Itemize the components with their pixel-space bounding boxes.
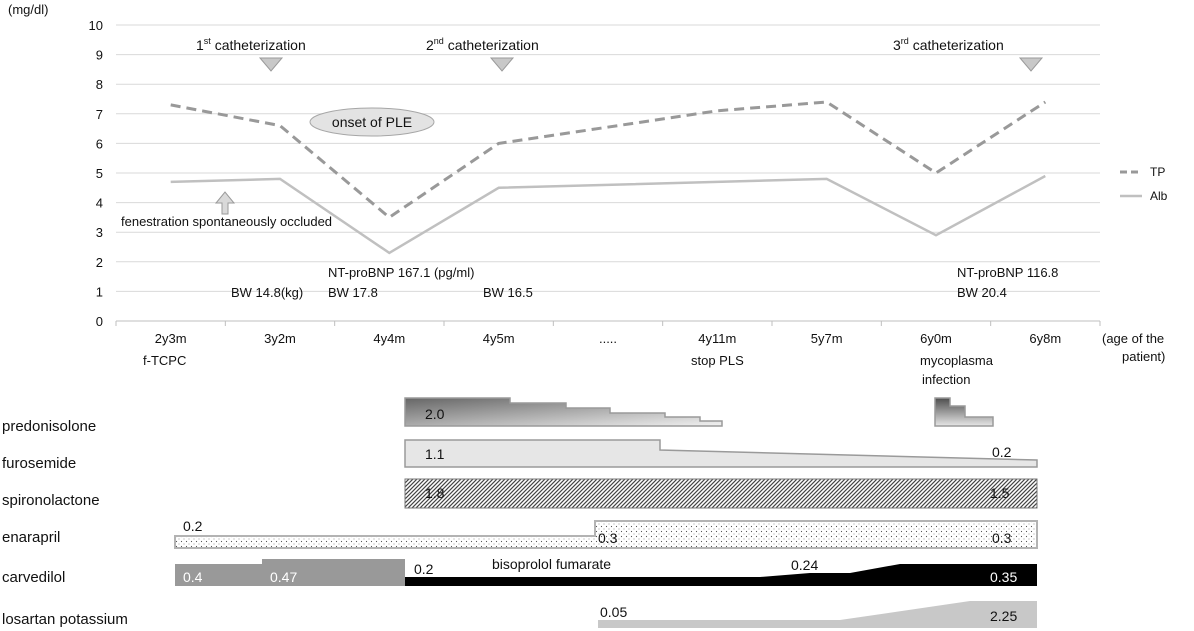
- catheterization-marker-3-icon: [1018, 57, 1044, 72]
- x-tick-label: 4y11m: [698, 331, 736, 346]
- spironolactone-start-value: 1.8: [425, 485, 445, 501]
- event-label-2: 2nd catheterization: [426, 36, 539, 53]
- drug-label-carvedilol: carvedilol: [2, 569, 65, 586]
- y-axis-ticks: 0 1 2 3 4 5 6 7 8 9 10: [89, 18, 103, 329]
- event-label-1: 1st catheterization: [196, 36, 306, 53]
- losartan-start-value: 0.05: [600, 604, 627, 620]
- bisoprolol-end-value: 0.35: [990, 569, 1017, 585]
- stop-pls-label: stop PLS: [691, 353, 744, 368]
- bw-annotation-4: BW 20.4: [957, 285, 1007, 300]
- x-tick-label: 6y8m: [1029, 331, 1061, 346]
- ftcpc-label: f-TCPC: [143, 353, 186, 368]
- x-tick-label: 4y4m: [373, 331, 405, 346]
- legend-label-alb: Alb: [1150, 189, 1168, 203]
- y-tick-label: 7: [96, 107, 103, 122]
- carvedilol-value-1: 0.4: [183, 569, 203, 585]
- y-tick-label: 5: [96, 166, 103, 181]
- drug-label-enarapril: enarapril: [2, 529, 60, 546]
- x-tick-label: 2y3m: [155, 331, 187, 346]
- spironolactone-end-value: 1.5: [990, 485, 1010, 501]
- carvedilol-value-2: 0.47: [270, 569, 297, 585]
- drug-label-spironolactone: spironolactone: [2, 492, 100, 509]
- x-axis-title-line1: (age of the: [1102, 331, 1164, 346]
- x-tick-label: 5y7m: [811, 331, 843, 346]
- catheterization-marker-2-icon: [489, 57, 515, 72]
- ntprobnp-annotation-2: NT-proBNP 116.8: [957, 265, 1058, 280]
- x-axis-title-line2: patient): [1122, 349, 1165, 364]
- x-tick-label: 6y0m: [920, 331, 952, 346]
- series-line-tp: [170, 100, 1047, 220]
- enarapril-bar: [174, 520, 1038, 549]
- furosemide-end-value: 0.2: [992, 444, 1012, 460]
- carvedilol-bar: [175, 559, 405, 586]
- predonisolone-start-value: 2.0: [425, 406, 445, 422]
- x-tick-label: 3y2m: [264, 331, 296, 346]
- bw-annotation-1: BW 14.8(kg): [231, 285, 303, 300]
- enarapril-end-value: 0.3: [992, 530, 1012, 546]
- ple-ellipse: [309, 107, 435, 137]
- y-tick-label: 0: [96, 314, 103, 329]
- y-tick-label: 1: [96, 284, 103, 299]
- losartan-end-value: 2.25: [990, 608, 1017, 624]
- event-label-3: 3rd catheterization: [893, 36, 1004, 53]
- furosemide-bar: [404, 439, 1038, 468]
- predonisolone-bar: [404, 397, 723, 427]
- ntprobnp-annotation-1: NT-proBNP 167.1 (pg/ml): [328, 265, 474, 280]
- mycoplasma-label-line2: infection: [922, 372, 970, 387]
- x-tick-label: .....: [599, 331, 617, 346]
- fenestration-label: fenestration spontaneously occluded: [121, 214, 332, 229]
- y-tick-label: 10: [89, 18, 103, 33]
- ple-label: onset of PLE: [332, 114, 412, 130]
- y-tick-label: 8: [96, 77, 103, 92]
- enarapril-mid-value: 0.3: [598, 530, 618, 546]
- mycoplasma-label-line1: mycoplasma: [920, 353, 994, 368]
- drug-label-losartan: losartan potassium: [2, 611, 128, 628]
- y-tick-label: 3: [96, 225, 103, 240]
- bisoprolol-mid-value: 0.24: [791, 557, 818, 573]
- bisoprolol-label: bisoprolol fumarate: [492, 556, 611, 572]
- bisoprolol-start-value: 0.2: [414, 561, 434, 577]
- y-unit-label: (mg/dl): [8, 2, 48, 17]
- catheterization-marker-1-icon: [258, 57, 284, 72]
- gridlines: [116, 24, 1100, 292]
- x-axis-ticks: 2y3m 3y2m 4y4m 4y5m..... 4y11m 5y7m 6y0m 6y8m: [115, 321, 1101, 346]
- bw-annotation-2: BW 17.8: [328, 285, 378, 300]
- series-line-alb: [170, 174, 1046, 255]
- legend-label-tp: TP: [1150, 165, 1165, 179]
- y-tick-label: 9: [96, 48, 103, 63]
- furosemide-start-value: 1.1: [425, 446, 445, 462]
- bw-annotation-3: BW 16.5: [483, 285, 533, 300]
- bisoprolol-bar: [405, 564, 1037, 586]
- x-tick-label: 4y5m: [483, 331, 515, 346]
- y-tick-label: 4: [96, 196, 103, 211]
- losartan-bar: [598, 601, 1037, 628]
- predonisolone-bar-2: [934, 397, 994, 427]
- drug-label-furosemide: furosemide: [2, 455, 76, 472]
- y-tick-label: 2: [96, 255, 103, 270]
- drug-label-predonisolone: predonisolone: [2, 418, 96, 435]
- enarapril-start-value: 0.2: [183, 518, 203, 534]
- spironolactone-bar: [404, 478, 1038, 509]
- y-tick-label: 6: [96, 136, 103, 151]
- up-arrow-icon: [214, 191, 236, 215]
